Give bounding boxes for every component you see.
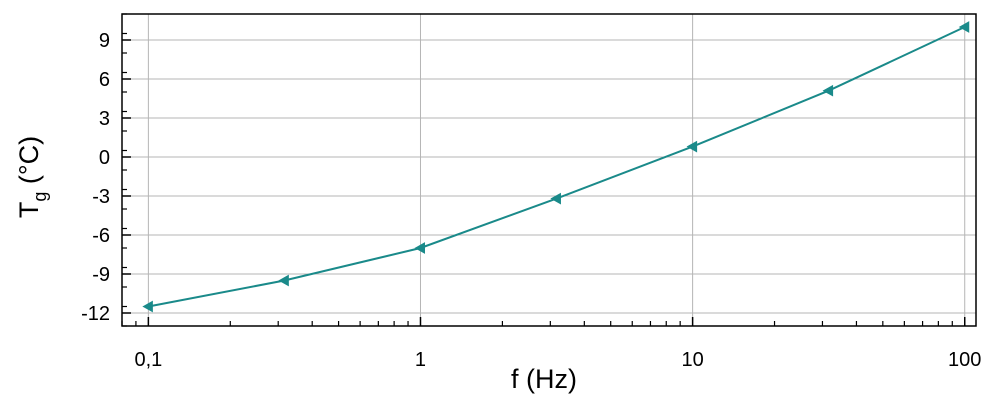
x-tick-label: 10 bbox=[681, 349, 703, 371]
plot-frame bbox=[121, 13, 977, 327]
y-tick-label: -3 bbox=[92, 186, 110, 208]
data-point-marker bbox=[278, 274, 289, 287]
y-axis-title-subscript: g bbox=[30, 192, 50, 202]
y-axis-title-main: T bbox=[14, 202, 44, 219]
x-tick-label: 1 bbox=[415, 349, 426, 371]
data-point-marker bbox=[958, 21, 970, 33]
data-point-marker bbox=[414, 242, 425, 254]
svg-text:Tg (°C): Tg (°C) bbox=[14, 136, 50, 218]
y-tick-label: -9 bbox=[92, 264, 110, 286]
y-tick-label: -6 bbox=[92, 225, 110, 247]
y-tick-label: 0 bbox=[99, 147, 110, 169]
minor-ticks bbox=[121, 13, 953, 327]
grid bbox=[122, 14, 976, 326]
x-tick-label: 0,1 bbox=[134, 349, 162, 371]
series-line bbox=[148, 26, 966, 308]
data-point-marker bbox=[822, 84, 834, 97]
y-tick-label: 6 bbox=[99, 69, 110, 91]
y-tick-label: 3 bbox=[99, 108, 110, 130]
y-axis-title: Tg (°C) bbox=[14, 136, 50, 218]
x-axis-ticks: 0,1 1 10 100 bbox=[134, 317, 981, 371]
y-tick-label: -12 bbox=[81, 303, 110, 325]
y-axis-title-suffix: (°C) bbox=[14, 136, 44, 192]
data-point-marker bbox=[550, 192, 561, 205]
series-group bbox=[142, 21, 970, 313]
data-point-marker bbox=[142, 300, 153, 313]
x-tick-label: 100 bbox=[948, 349, 981, 371]
y-axis-ticks: 9 6 3 0 -3 -6 -9 -12 bbox=[81, 30, 131, 325]
x-axis-title: f (Hz) bbox=[511, 364, 577, 394]
data-point-marker bbox=[686, 140, 698, 153]
y-tick-label: 9 bbox=[99, 30, 110, 52]
